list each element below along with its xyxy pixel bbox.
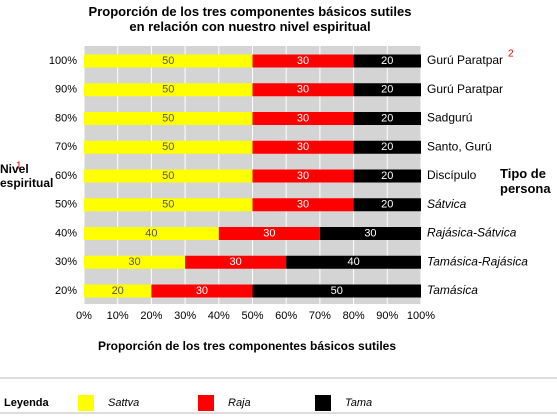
chart-title: Proporción de los tres componentes básic…: [88, 4, 412, 34]
value-label: 20: [381, 84, 393, 96]
value-label: 30: [196, 285, 208, 297]
y-axis-title: Nivel espiritual: [0, 162, 54, 190]
bar-segment: [252, 140, 354, 154]
value-label: 50: [331, 285, 343, 297]
value-label: 30: [297, 112, 309, 124]
x-tick-label: 70%: [309, 310, 331, 322]
y-tick-label: 90%: [55, 84, 77, 96]
right-axis-title: Tipo de persona: [500, 166, 551, 196]
bar-segment: [353, 140, 421, 154]
y-tick-label: 30%: [55, 256, 77, 268]
y-tick-label: 80%: [55, 112, 77, 124]
x-tick-label: 30%: [174, 310, 196, 322]
bar-segment: [353, 112, 421, 125]
right-label: Tamásica-Rajásica: [427, 254, 528, 268]
value-label: 50: [162, 55, 174, 67]
note-marker: 1: [16, 161, 22, 172]
y-tick-label: 60%: [55, 170, 77, 182]
legend-swatch: [198, 395, 214, 411]
x-tick-label: 50%: [241, 310, 263, 322]
x-axis-title: Proporción de los tres componentes básic…: [98, 339, 396, 353]
bar-segment: [252, 54, 354, 68]
bar-segment: [84, 83, 253, 97]
value-label: 20: [381, 112, 393, 124]
value-label: 30: [297, 55, 309, 67]
bar-segment: [252, 198, 354, 212]
bar-segment: [353, 83, 421, 97]
x-tick-label: 10%: [107, 310, 129, 322]
y-tick-label: 40%: [55, 227, 77, 239]
x-tick-label: 0%: [76, 310, 92, 322]
value-label: 30: [297, 199, 309, 211]
x-tick-label: 60%: [275, 310, 297, 322]
y-tick-label: 100%: [49, 55, 77, 67]
bar-segment: [84, 255, 186, 269]
x-tick-label: 20%: [140, 310, 162, 322]
y-tick-label: 70%: [55, 141, 77, 153]
value-label: 20: [112, 285, 124, 297]
value-label: 30: [128, 256, 140, 268]
value-label: 40: [145, 227, 157, 239]
value-label: 20: [381, 199, 393, 211]
value-label: 20: [381, 55, 393, 67]
right-label: Tamásica: [427, 283, 478, 297]
bar-segment: [84, 198, 253, 212]
legend-label: Tama: [345, 397, 372, 409]
bar-segment: [252, 169, 354, 183]
bar-segment: [84, 227, 219, 240]
value-label: 30: [364, 227, 376, 239]
value-label: 40: [347, 256, 359, 268]
legend-label: Raja: [228, 397, 251, 409]
value-label: 50: [162, 141, 174, 153]
x-tick-label: 80%: [343, 310, 365, 322]
x-tick-label: 90%: [376, 310, 398, 322]
legend-swatch: [315, 395, 331, 411]
bar-segment: [84, 284, 152, 298]
bar-segment: [353, 54, 421, 68]
value-label: 50: [162, 170, 174, 182]
bar-segment: [353, 169, 421, 183]
note-marker: 2: [508, 49, 514, 60]
y-tick-label: 20%: [55, 285, 77, 297]
bar-segment: [185, 255, 287, 269]
bar-segment: [84, 169, 253, 183]
y-tick-label: 50%: [55, 199, 77, 211]
bar-segment: [353, 198, 421, 212]
value-label: 20: [381, 141, 393, 153]
right-label: Gurú Paratpar: [427, 53, 503, 67]
bar-segment: [84, 140, 253, 154]
bar-segment: [252, 284, 421, 298]
legend-title: Leyenda: [4, 397, 50, 409]
right-label: Sadgurú: [427, 111, 472, 125]
right-label: Santo, Gurú: [427, 139, 492, 153]
right-label: Rajásica-Sátvica: [427, 226, 517, 240]
right-label: Gurú Paratpar: [427, 82, 503, 96]
right-label: Discípulo: [427, 168, 477, 182]
bar-segment: [286, 255, 421, 269]
bar-segment: [252, 112, 354, 125]
x-tick-label: 40%: [208, 310, 230, 322]
value-label: 50: [162, 84, 174, 96]
value-label: 30: [297, 170, 309, 182]
value-label: 50: [162, 199, 174, 211]
right-label: Sátvica: [427, 197, 467, 211]
legend-label: Sattva: [108, 397, 139, 409]
value-label: 50: [162, 112, 174, 124]
value-label: 30: [263, 227, 275, 239]
value-label: 30: [297, 84, 309, 96]
bar-segment: [319, 227, 421, 240]
bar-segment: [84, 54, 253, 68]
bar-segment: [218, 227, 320, 240]
value-label: 30: [297, 141, 309, 153]
value-label: 30: [230, 256, 242, 268]
x-tick-label: 100%: [407, 310, 435, 322]
bar-segment: [252, 83, 354, 97]
bar-segment: [84, 112, 253, 125]
bar-segment: [151, 284, 253, 298]
legend-swatch: [78, 395, 94, 411]
value-label: 20: [381, 170, 393, 182]
